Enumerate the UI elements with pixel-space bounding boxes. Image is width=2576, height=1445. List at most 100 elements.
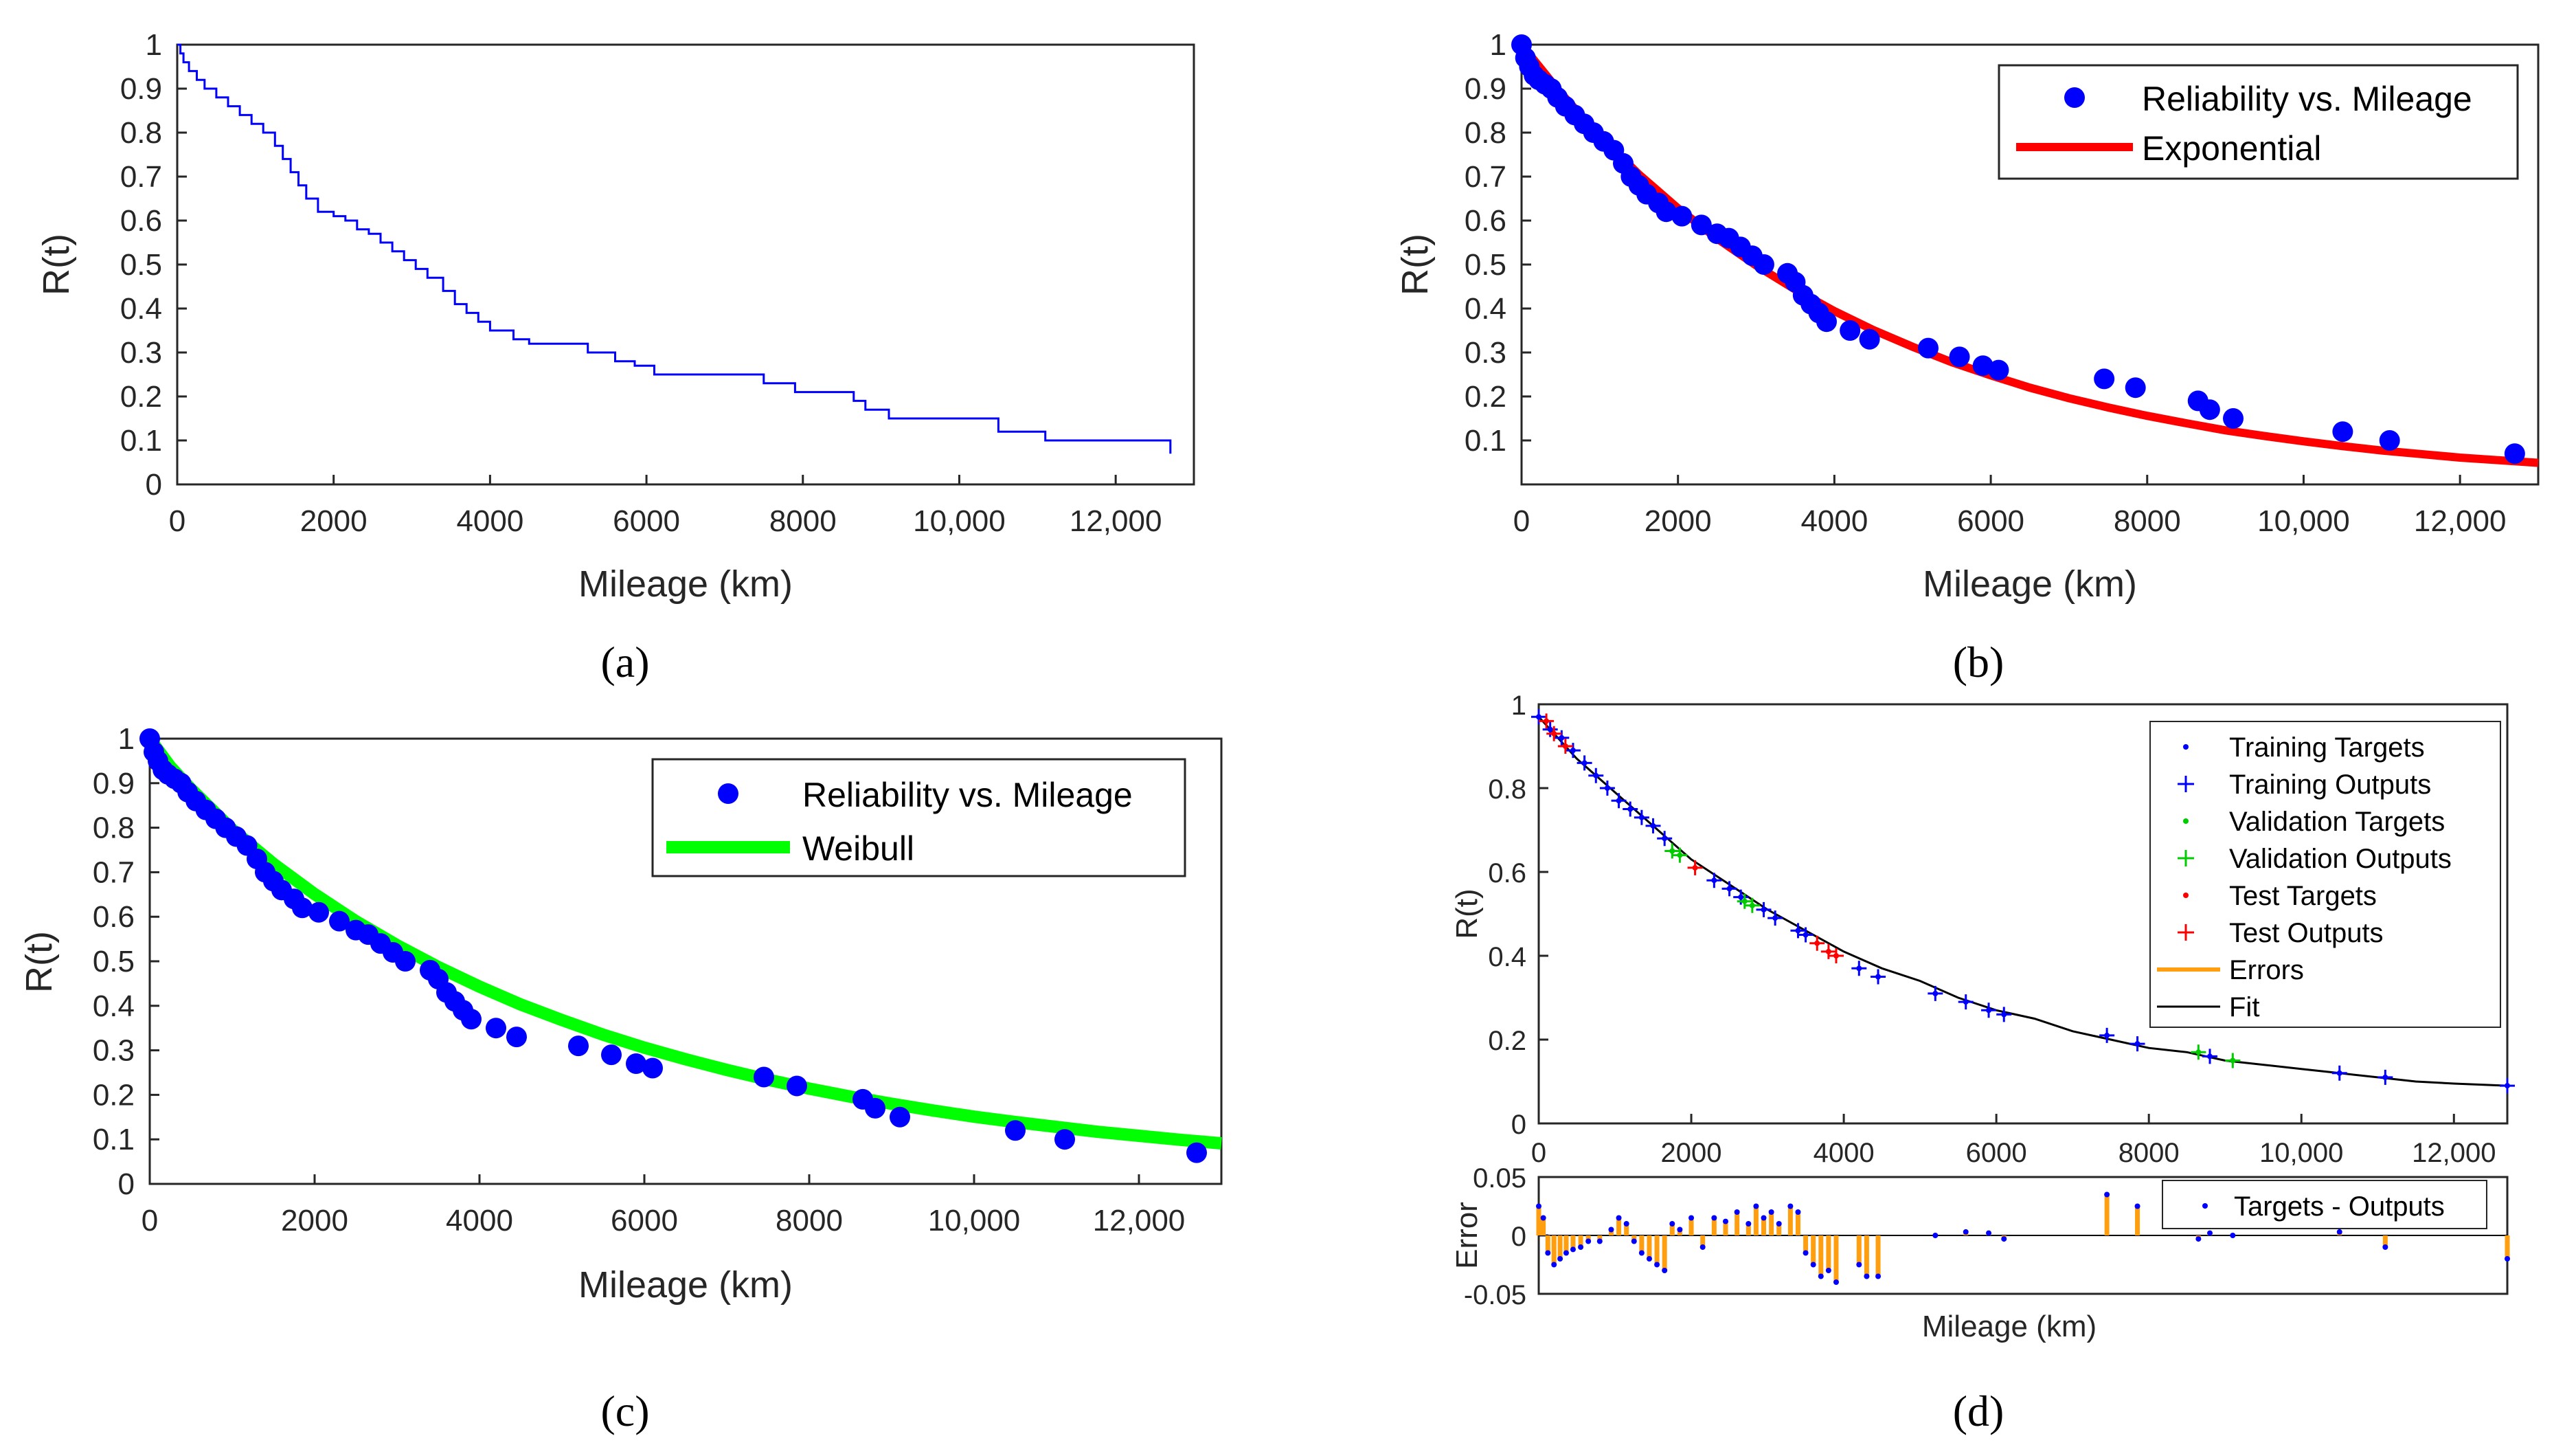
reliability-point-c	[506, 1027, 527, 1048]
error-point-d	[1551, 1262, 1557, 1268]
error-point-d	[1963, 1229, 1969, 1235]
training-target-d	[2104, 1032, 2110, 1038]
training-target-d	[1559, 735, 1565, 741]
error-point-d	[1745, 1221, 1752, 1226]
panel-a-ytick-label: 0.4	[120, 292, 162, 326]
panel-b-ytick-label: 0.2	[1465, 380, 1506, 414]
training-target-d	[1547, 726, 1553, 732]
panel-b-ytick-label: 0.6	[1465, 204, 1506, 238]
error-point-d	[1578, 1244, 1584, 1250]
reliability-point-c	[568, 1035, 589, 1057]
error-point-d	[1833, 1279, 1839, 1285]
panel-b-ytick-label: 0.7	[1465, 160, 1506, 194]
panel-d-top-ytick-label: 0.8	[1488, 774, 1526, 805]
reliability-point-c	[626, 1053, 646, 1075]
reliability-point-c	[787, 1075, 807, 1097]
validation-target-d	[1741, 898, 1748, 904]
training-target-d	[1761, 906, 1767, 912]
panel-c-ytick-label: 0.6	[93, 900, 135, 934]
panel-a-xtick-label: 8000	[769, 504, 837, 538]
panel-a-xtick-label: 6000	[613, 504, 680, 538]
training-target-d	[1662, 836, 1668, 842]
training-target-d	[1570, 748, 1576, 754]
legend-label-fit: Fit	[2229, 992, 2259, 1022]
training-target-d	[2207, 1053, 2213, 1060]
reliability-point-c	[292, 897, 313, 919]
reliability-point-c	[642, 1057, 663, 1079]
reliability-point-b	[1840, 320, 1861, 341]
caption-a: (a)	[600, 638, 649, 686]
legend-label-exponential-b: Exponential	[2142, 129, 2321, 168]
reliability-point-c	[1005, 1120, 1026, 1141]
error-point-d	[1810, 1262, 1816, 1268]
panel-a-ytick-label: 0.6	[120, 204, 162, 238]
legend-label-targets-minus-outputs: Targets - Outputs	[2234, 1191, 2445, 1222]
panel-b-xtick-label: 12,000	[2414, 504, 2507, 538]
weibull-curve-c	[144, 735, 1222, 1150]
ylabel-d-bottom: Error	[1450, 1202, 1484, 1269]
training-target-d	[1593, 772, 1599, 778]
reliability-point-c	[754, 1066, 774, 1088]
panel-c-ytick-label: 0.3	[93, 1034, 135, 1068]
error-point-d	[1646, 1256, 1652, 1262]
panel-d-top-xtick-label: 0	[1531, 1138, 1546, 1168]
panel-c-xtick-label: 8000	[776, 1204, 843, 1237]
ylabel-b: R(t)	[1394, 234, 1436, 295]
training-target-d	[2505, 1083, 2510, 1089]
error-point-d	[1734, 1209, 1740, 1215]
error-point-d	[1723, 1218, 1729, 1224]
caption-b: (b)	[1953, 638, 2004, 686]
training-target-d	[1650, 822, 1656, 829]
legend-label-weibull-c: Weibull	[802, 829, 914, 868]
panel-c-ytick-label: 0.5	[93, 945, 135, 978]
panel-b-ytick-label: 0.9	[1465, 72, 1506, 106]
error-point-d	[2382, 1244, 2388, 1250]
panel-a-xtick-label: 0	[169, 504, 185, 538]
validation-target-d	[1669, 848, 1675, 854]
reliability-point-b	[1753, 254, 1774, 275]
legend-marker-targets-minus-outputs	[2202, 1203, 2208, 1209]
panel-b-ytick-label: 0.8	[1465, 116, 1506, 150]
panel-a-xtick-label: 2000	[300, 504, 368, 538]
panel-d-bottom-ytick-label: 0.05	[1473, 1163, 1526, 1194]
training-target-d	[2336, 1070, 2342, 1076]
training-target-d	[1803, 932, 1809, 938]
panel-b-ytick-label: 0.3	[1465, 336, 1506, 370]
error-point-d	[1669, 1221, 1675, 1226]
training-target-d	[1604, 785, 1610, 791]
panel-c-ytick-label: 0.9	[93, 767, 135, 800]
legend-label-errors: Errors	[2229, 955, 2304, 985]
error-point-d	[1536, 1203, 1541, 1209]
panel-c: 0 2000 4000 6000 8000 10,000 12,000 0 0.1 0.2 0.3 0…	[19, 722, 1223, 1435]
test-target-d	[1825, 948, 1831, 954]
training-target-d	[2001, 1011, 2007, 1018]
legend-marker-test-targets	[2183, 893, 2189, 898]
training-target-d	[2382, 1074, 2388, 1080]
reliability-point-b	[1972, 355, 1993, 377]
reliability-point-c	[486, 1018, 506, 1039]
panel-b-xtick-label: 10,000	[2257, 504, 2350, 538]
reliability-point-b	[2125, 377, 2146, 399]
legend-label-training-targets: Training Targets	[2229, 732, 2425, 763]
legend-marker-training-outputs	[2178, 776, 2194, 792]
panel-c-xtick-label: 4000	[446, 1204, 513, 1237]
panel-c-xtick-label: 6000	[611, 1204, 678, 1237]
panel-c-ytick-label: 0.1	[93, 1123, 135, 1156]
validation-target-d	[1677, 852, 1683, 858]
legend-marker-reliability-b	[2064, 87, 2085, 108]
panel-c-xtick-label: 10,000	[928, 1204, 1021, 1237]
panel-a-ytick-label: 0.1	[120, 424, 162, 458]
test-target-d	[1551, 730, 1557, 737]
training-target-d	[1875, 974, 1882, 980]
panel-c-ytick-label: 0.8	[93, 811, 135, 845]
training-target-d	[1795, 928, 1801, 934]
legend-d-bottom: Targets - Outputs	[2162, 1180, 2487, 1229]
panel-b: 0 2000 4000 6000 8000 10,000 12,000 0.1 0.2 0.3 0.…	[1394, 28, 2540, 686]
error-point-d	[2104, 1191, 2110, 1198]
error-point-d	[1768, 1209, 1774, 1215]
panel-d: 0 2000 4000 6000 8000 10,000 12,000 0 0.2 0.4 0.6 0…	[1450, 691, 2515, 1435]
test-target-d	[1833, 953, 1839, 959]
panel-c-ytick-label: 0	[118, 1167, 135, 1201]
validation-target-d	[1749, 902, 1755, 908]
